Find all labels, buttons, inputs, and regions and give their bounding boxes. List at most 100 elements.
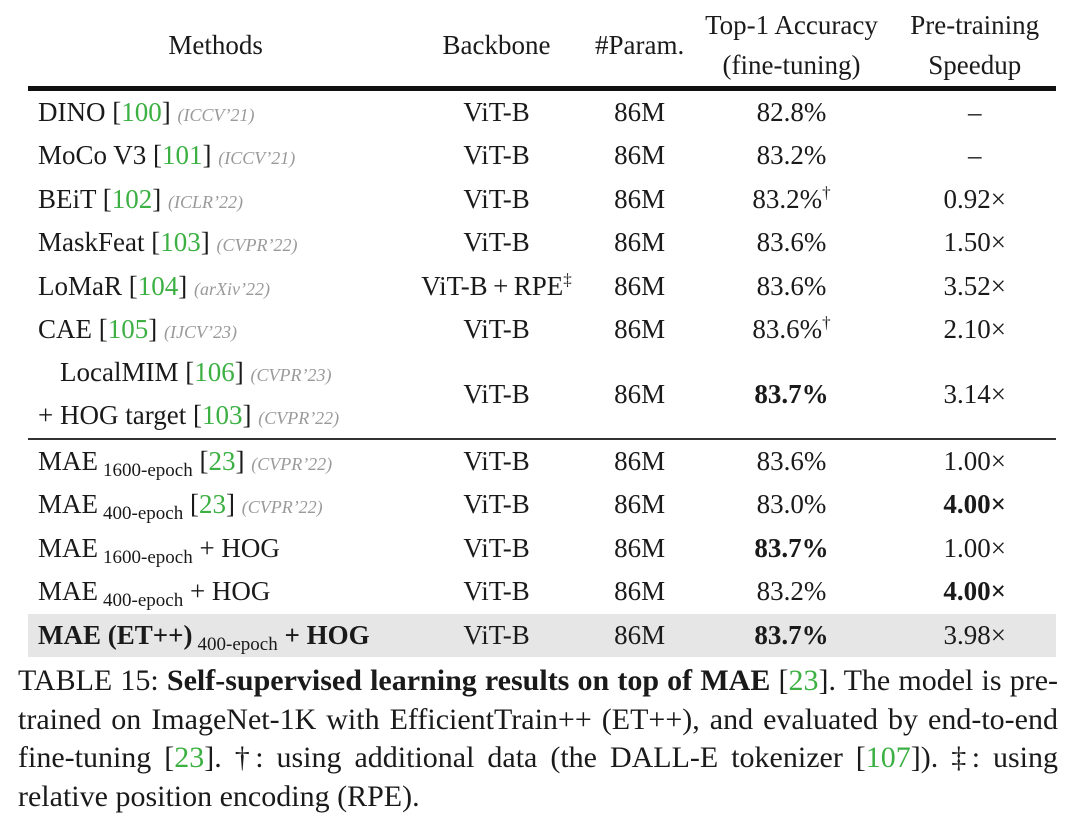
speedup-cell: 3.52× <box>943 270 1006 301</box>
citation-link[interactable]: 103 <box>201 399 243 430</box>
method-cell: BEiT [102] (ICLR’22) <box>38 183 244 214</box>
table-row: CAE [105] (IJCV’23) ViT-B 86M 83.6%† 2.1… <box>28 308 1056 352</box>
citation-link[interactable]: 104 <box>137 270 179 301</box>
citation-link[interactable]: 23 <box>788 664 819 697</box>
header-row: Methods Backbone #Param. Top-1 Accuracy … <box>28 4 1056 91</box>
table-row-localmim: LocalMIM [106] (CVPR’23) + HOG target [1… <box>28 352 1056 439</box>
citation-link[interactable]: 23 <box>208 445 236 476</box>
table-row: MAE 400-epoch + HOG ViT-B 86M 83.2% 4.00× <box>28 570 1056 614</box>
caption-label: TABLE 15: <box>18 664 159 697</box>
accuracy-cell: 83.2% <box>756 576 827 607</box>
table-row: MAE 400-epoch [23] (CVPR’22) ViT-B 86M 83… <box>28 483 1056 527</box>
venue-label: (CVPR’23) <box>250 364 332 385</box>
table-row: MAE 1600-epoch [23] (CVPR’22) ViT-B 86M 8… <box>28 437 1056 483</box>
speedup-cell: 1.00× <box>943 532 1006 563</box>
header-speedup-line2: Speedup <box>928 49 1022 80</box>
method-cell: LocalMIM [106] (CVPR’23) + HOG target [1… <box>28 352 403 439</box>
method-suffix: + HOG <box>199 532 280 563</box>
param-cell: 86M <box>614 379 666 409</box>
method-name: MAE (ET++) <box>38 619 193 650</box>
accuracy-value: 83.6% <box>756 270 827 301</box>
table-row: BEiT [102] (ICLR’22) ViT-B 86M 83.2%† 0.… <box>28 178 1056 222</box>
speedup-cell: 1.00× <box>893 437 1056 483</box>
method-name: MoCo V3 <box>38 140 147 171</box>
method-cell: MAE 400-epoch [23] (CVPR’22) <box>38 489 323 525</box>
citation-link[interactable]: 101 <box>162 140 203 171</box>
header-methods-label: Methods <box>168 29 263 60</box>
table-row: LoMaR [104] (arXiv’22) ViT-B + RPE‡ 86M … <box>28 265 1056 309</box>
param-cell: 86M <box>589 613 690 657</box>
header-accuracy-line1: Top-1 Accuracy <box>705 9 878 40</box>
venue-label: (ICCV’21) <box>177 104 255 125</box>
method-name: CAE <box>38 314 92 345</box>
accuracy-cell: 83.6% <box>690 221 894 265</box>
param-cell: 86M <box>614 532 666 563</box>
results-table: Methods Backbone #Param. Top-1 Accuracy … <box>28 4 1056 657</box>
method-suffix: + HOG <box>284 619 370 650</box>
citation-link[interactable]: 103 <box>160 227 201 258</box>
table-row: MAE 1600-epoch + HOG ViT-B 86M 83.7% 1.00… <box>28 527 1056 571</box>
accuracy-value: 82.8% <box>756 96 827 127</box>
method-name: MAE <box>38 445 98 476</box>
header-backbone-label: Backbone <box>442 29 551 60</box>
backbone-cell: ViT-B + RPE‡ <box>403 265 589 309</box>
venue-label: (CVPR’22) <box>258 407 340 428</box>
caption-text: . The model is pre-trained on ImageNet-1… <box>18 664 1059 774</box>
citation-link[interactable]: 102 <box>111 183 153 214</box>
accuracy-value: 83.2% <box>752 183 823 214</box>
accuracy-cell: 83.7% <box>754 532 829 563</box>
accuracy-cell: 83.6% <box>689 437 894 483</box>
header-param: #Param. <box>589 4 690 91</box>
citation-link[interactable]: 23 <box>174 741 205 774</box>
venue-label: (CVPR’22) <box>216 235 298 256</box>
epoch-subscript: 1600-epoch <box>103 459 193 481</box>
speedup-cell: 4.00× <box>943 489 1007 520</box>
param-cell: 86M <box>614 183 666 214</box>
speedup-cell: – <box>967 96 982 127</box>
method-cell: DINO [100] (ICCV’21) <box>38 96 255 127</box>
caption-title: Self-supervised learning results on top … <box>166 664 771 697</box>
venue-label: (IJCV’23) <box>164 322 237 343</box>
method-name: LoMaR <box>38 270 122 301</box>
venue-label: (ICLR’22) <box>168 191 244 212</box>
venue-label: (CVPR’22) <box>251 453 333 474</box>
citation-link[interactable]: 100 <box>121 96 162 127</box>
method-name: MAE <box>38 532 98 563</box>
header-accuracy: Top-1 Accuracy (fine-tuning) <box>689 4 894 91</box>
backbone-cell: ViT-B <box>463 140 530 171</box>
table-row: MaskFeat [103] (CVPR’22) ViT-B 86M 83.6%… <box>28 221 1056 265</box>
method-cell: MAE (ET++) 400-epoch + HOG <box>28 613 404 657</box>
method-cell: MAE 400-epoch + HOG <box>28 570 403 614</box>
epoch-subscript: 400-epoch <box>103 503 184 525</box>
param-cell: 86M <box>614 489 666 520</box>
method-name: MAE <box>38 576 98 607</box>
citation-link[interactable]: 105 <box>107 314 149 345</box>
header-methods: Methods <box>28 4 404 91</box>
method-cell: CAE [105] (IJCV’23) <box>38 314 237 345</box>
table-row-highlighted: MAE (ET++) 400-epoch + HOG ViT-B 86M 83.7… <box>28 613 1056 657</box>
accuracy-cell: 83.2% <box>690 134 894 178</box>
backbone-cell: ViT-B <box>403 613 590 657</box>
header-param-label: #Param. <box>594 29 685 60</box>
backbone-cell: ViT-B <box>463 532 530 563</box>
param-cell: 86M <box>614 270 666 301</box>
method-cell: MoCo V3 [101] (ICCV’21) <box>38 140 296 171</box>
speedup-cell: 3.98× <box>893 613 1056 657</box>
citation-link[interactable]: 106 <box>194 356 235 387</box>
method-cell: MAE 1600-epoch [23] (CVPR’22) <box>28 437 404 483</box>
header-accuracy-line2: (fine-tuning) <box>722 49 861 80</box>
method-name: MAE <box>38 489 98 520</box>
param-cell: 86M <box>614 140 666 171</box>
citation-link[interactable]: 23 <box>198 489 226 520</box>
citation-link[interactable]: 107 <box>865 741 911 774</box>
param-cell: 86M <box>614 314 666 345</box>
accuracy-value: 83.6% <box>756 227 827 258</box>
backbone-cell: ViT-B <box>463 576 530 607</box>
speedup-cell: 1.50× <box>943 227 1006 258</box>
method-cell: LoMaR [104] (arXiv’22) <box>38 270 270 301</box>
table-row: MoCo V3 [101] (ICCV’21) ViT-B 86M 83.2% … <box>28 134 1056 178</box>
venue-label: (ICCV’21) <box>218 148 296 169</box>
method-name: DINO <box>38 96 106 127</box>
accuracy-cell: 83.7% <box>689 613 894 657</box>
